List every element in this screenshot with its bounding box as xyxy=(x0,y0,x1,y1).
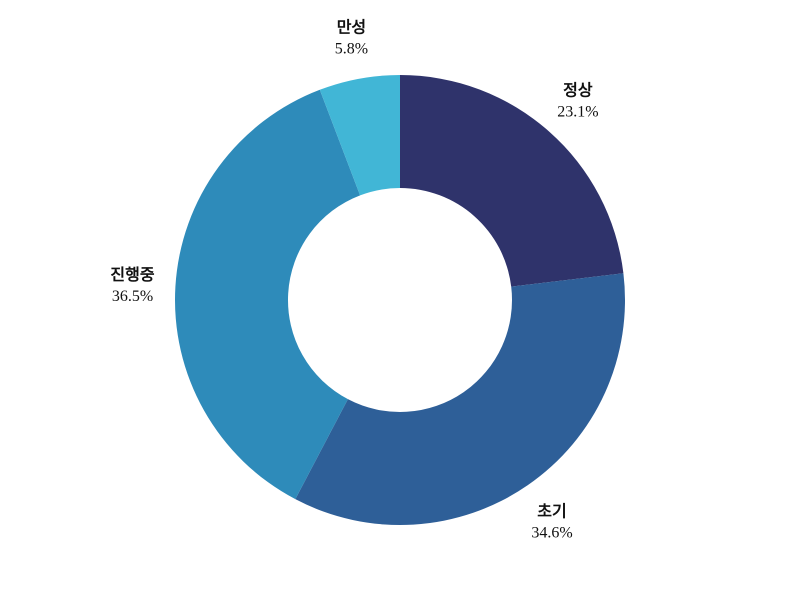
slice-category-label: 정상 xyxy=(563,82,593,100)
donut-slice-1 xyxy=(295,273,625,525)
slice-value-label: 36.5% xyxy=(112,288,153,305)
slice-value-label: 23.1% xyxy=(557,104,598,121)
slice-value-label: 5.8% xyxy=(335,40,368,57)
slice-category-label: 초기 xyxy=(537,503,566,521)
slice-value-label: 34.6% xyxy=(531,525,572,542)
slice-category-label: 진행중 xyxy=(110,266,154,284)
donut-slice-2 xyxy=(175,89,361,500)
donut-slice-0 xyxy=(400,75,624,287)
donut-slice-3 xyxy=(319,75,400,196)
slice-category-label: 만성 xyxy=(337,18,366,36)
